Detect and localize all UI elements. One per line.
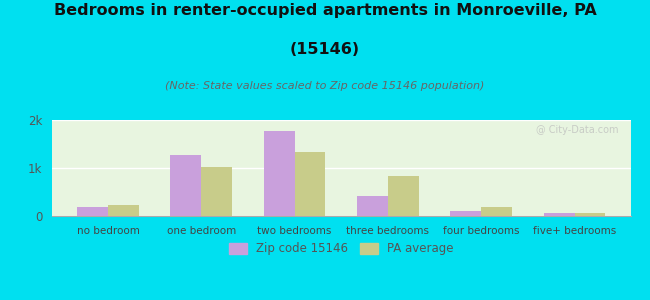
Text: Bedrooms in renter-occupied apartments in Monroeville, PA: Bedrooms in renter-occupied apartments i… [53,3,597,18]
Text: @ City-Data.com: @ City-Data.com [536,125,619,135]
Bar [481,207,512,216]
Bar [202,167,232,216]
Bar [77,207,108,216]
Text: (15146): (15146) [290,42,360,57]
Bar [108,205,139,216]
Bar [544,213,575,216]
Bar [294,152,326,216]
Bar [170,154,202,216]
Bar [264,130,294,216]
Bar [450,211,481,216]
Bar [388,176,419,216]
Bar [357,196,388,216]
Text: (Note: State values scaled to Zip code 15146 population): (Note: State values scaled to Zip code 1… [165,81,485,91]
Bar [575,213,605,216]
Legend: Zip code 15146, PA average: Zip code 15146, PA average [224,238,458,260]
